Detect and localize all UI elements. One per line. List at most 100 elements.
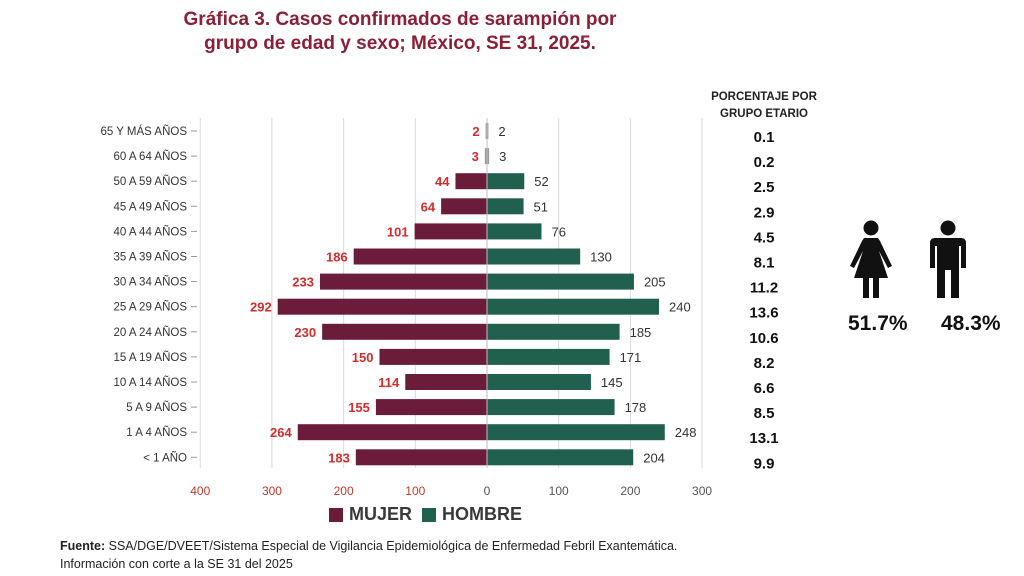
bar-female [353,248,487,265]
bar-male [487,123,489,139]
bar-female [379,348,487,365]
footnote-cutoff-line: Información con corte a la SE 31 del 202… [60,557,293,571]
bar-female [297,424,487,441]
x-tick-label: 100 [549,484,569,498]
bar-male [487,348,610,365]
legend-label-female: MUJER [349,504,413,524]
category-label: 65 Y MÁS AÑOS [100,125,187,138]
data-label-male: 205 [644,275,666,290]
footnote: Fuente: SSA/DGE/DVEET/Sistema Especial d… [60,537,677,573]
legend-label-male: HOMBRE [442,504,522,524]
data-label-female: 3 [472,149,479,164]
data-label-female: 155 [348,400,370,415]
percentage-value: 2.5 [754,179,775,196]
bar-female [485,123,487,139]
x-tick-label: 200 [334,484,354,498]
percentage-header-line-2: GRUPO ETARIO [720,108,808,120]
data-label-female: 264 [270,425,292,440]
data-label-male: 2 [498,124,505,139]
bar-male [487,374,591,390]
bar-female [441,198,487,215]
x-tick-label: 100 [405,484,425,498]
data-label-male: 3 [499,149,506,164]
data-label-female: 150 [352,350,374,365]
x-tick-label: 200 [620,484,640,498]
percentage-value: 9.9 [754,455,775,472]
percentage-column-header: PORCENTAJE POR GRUPO ETARIO [694,89,834,123]
chart-title-line-2: grupo de edad y sexo; México, SE 31, 202… [204,33,596,54]
x-tick-label: 0 [484,484,491,498]
percentage-value: 8.2 [754,355,775,372]
chart-title: Gráfica 3. Casos confirmados de sarampió… [150,8,650,56]
category-label: 20 A 24 AÑOS [113,326,187,339]
data-label-female: 183 [328,450,350,465]
data-label-female: 101 [387,224,409,239]
data-label-male: 185 [630,325,652,340]
bar-male [487,399,615,416]
data-label-male: 248 [675,425,697,440]
bar-male [487,198,524,215]
category-label: 15 A 19 AÑOS [113,351,187,364]
percentage-value: 8.1 [754,255,775,272]
data-label-male: 204 [643,450,665,465]
legend-swatch-female [329,508,343,522]
chart-title-line-1: Gráfica 3. Casos confirmados de sarampió… [183,9,617,30]
bar-female [484,148,487,165]
data-label-male: 76 [551,224,565,239]
bar-male [487,173,525,190]
category-label: 50 A 59 AÑOS [113,175,187,188]
category-label: 45 A 49 AÑOS [113,200,187,213]
data-label-female: 186 [326,250,348,265]
bar-female [375,399,487,416]
category-label: 1 A 4 AÑOS [126,426,187,439]
percentage-value: 6.6 [754,380,775,397]
percentage-value: 13.1 [749,430,778,447]
percentage-value: 13.6 [749,305,778,322]
bar-male [487,298,660,315]
bar-male [487,273,634,290]
bar-male [487,148,490,165]
data-label-male: 130 [590,250,612,265]
category-label: 5 A 9 AÑOS [126,401,187,414]
bar-male [487,248,581,265]
legend-swatch-male [422,508,436,522]
data-label-male: 51 [534,199,548,214]
category-label: < 1 AÑO [143,451,187,464]
male-percentage: 48.3% [941,312,1001,335]
data-label-female: 292 [250,300,272,315]
data-label-male: 145 [601,375,623,390]
bar-female [405,374,487,390]
x-tick-label: 400 [190,484,210,498]
footnote-source-label: Fuente: [60,539,106,553]
percentage-header-line-1: PORCENTAJE POR [711,91,817,103]
data-label-male: 240 [669,300,691,315]
percentage-value: 4.5 [754,229,775,246]
bar-male [487,424,665,441]
data-label-female: 230 [294,325,316,340]
category-label: 30 A 34 AÑOS [113,276,187,289]
category-label: 10 A 14 AÑOS [113,376,187,389]
category-label: 25 A 29 AÑOS [113,301,187,314]
bar-female [455,173,487,190]
bar-female [319,273,487,290]
bar-male [487,223,542,240]
percentage-value: 0.1 [754,129,775,146]
percentage-value: 0.2 [754,154,775,171]
bar-female [414,223,487,240]
x-tick-label: 300 [692,484,712,498]
category-label: 60 A 64 AÑOS [113,150,187,163]
data-label-female: 2 [472,124,479,139]
footnote-source-line: Fuente: SSA/DGE/DVEET/Sistema Especial d… [60,537,677,555]
data-label-female: 233 [292,275,314,290]
percentage-value: 8.5 [754,405,775,422]
category-label: 35 A 39 AÑOS [113,251,187,264]
footnote-source-text: SSA/DGE/DVEET/Sistema Especial de Vigila… [105,539,678,553]
data-label-male: 178 [625,400,647,415]
data-label-female: 64 [421,199,436,214]
percentage-value: 11.2 [750,280,778,297]
data-label-female: 44 [435,174,450,189]
bar-female [322,323,487,340]
bar-male [487,449,634,466]
man-icon [930,220,966,298]
